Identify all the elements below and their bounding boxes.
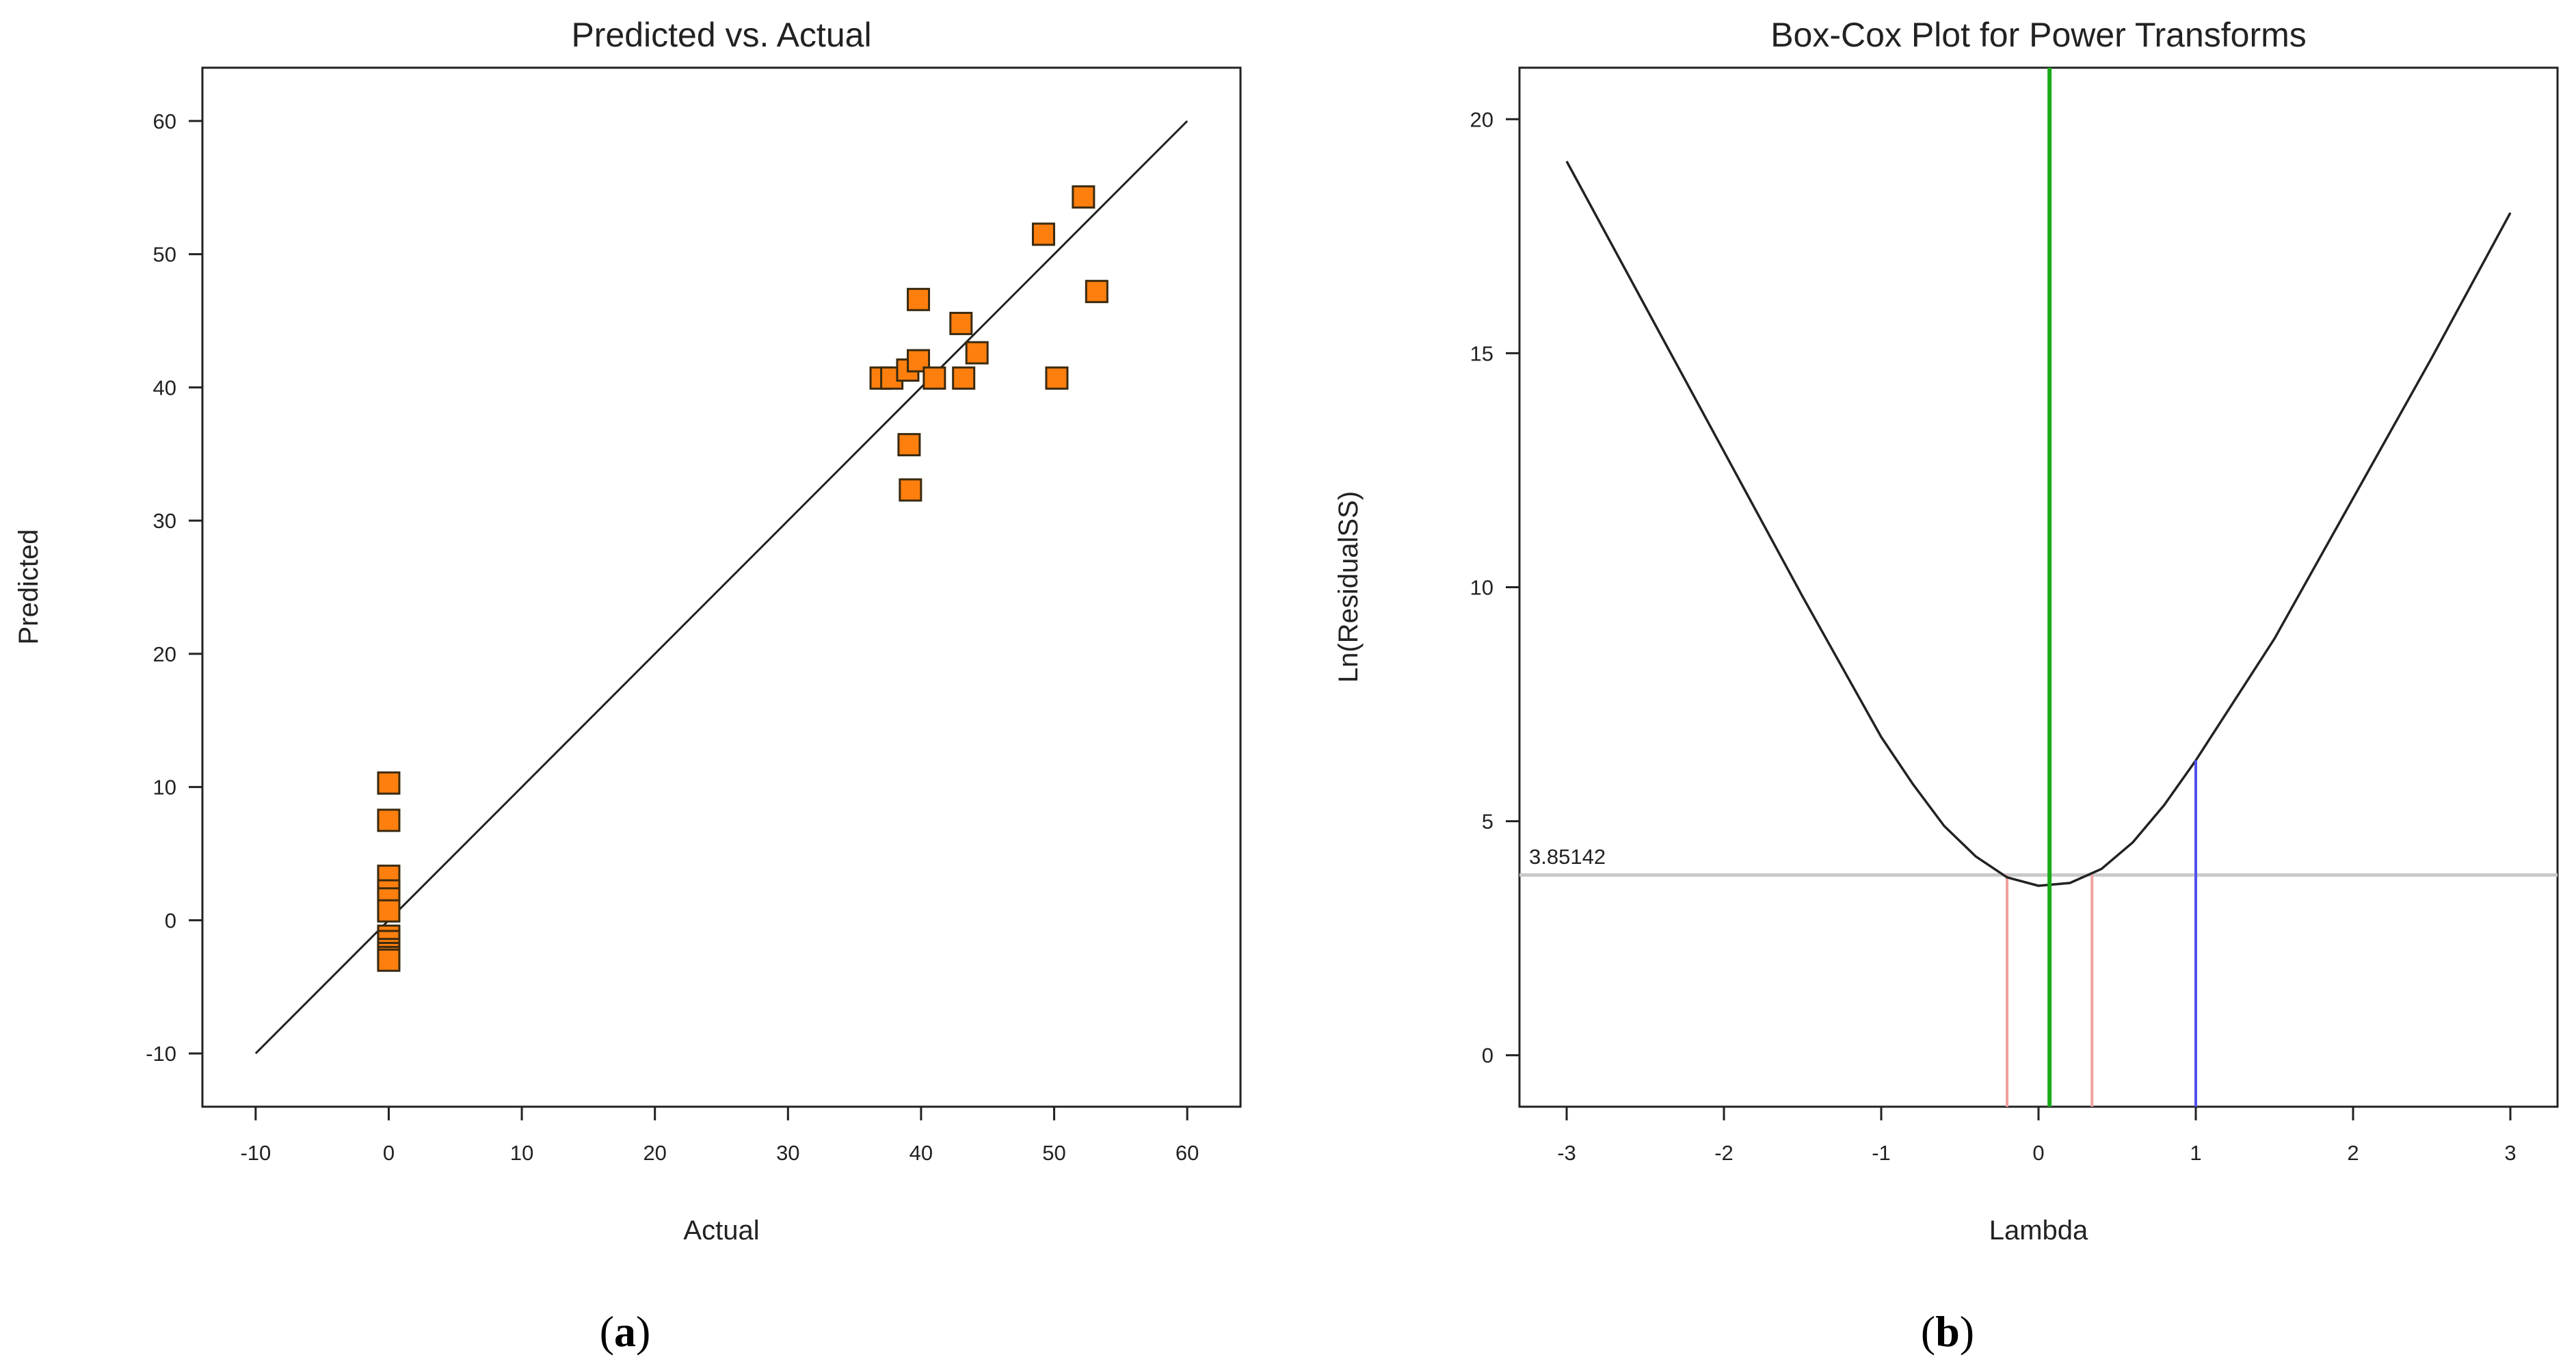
caption-paren: ) <box>1960 1307 1974 1356</box>
x-tick-label: -10 <box>240 1141 271 1165</box>
ylabel-b: Ln(ResidualSS) <box>1333 491 1364 683</box>
x-tick-label: -2 <box>1714 1141 1734 1165</box>
y-tick-label: 20 <box>153 642 176 666</box>
data-point <box>1072 185 1096 209</box>
y-tick-label: 10 <box>153 776 176 800</box>
y-tick-label: 60 <box>153 109 176 133</box>
panel-a: Predicted vs. Actual -10 0 10 20 30 40 50 60-10… <box>14 16 1242 1356</box>
data-point <box>949 311 973 335</box>
data-point <box>907 287 931 311</box>
data-point <box>377 948 401 972</box>
diagonal-line <box>254 120 1189 1055</box>
x-tick-label: 10 <box>510 1141 533 1165</box>
data-point <box>922 366 946 390</box>
title-a: Predicted vs. Actual <box>571 16 871 54</box>
x-tick-label: 2 <box>2347 1141 2359 1165</box>
plot-frame-b <box>1518 66 2559 1108</box>
caption-letter: a <box>614 1307 636 1356</box>
y-tick-label: 40 <box>153 376 176 399</box>
data-points-a <box>377 185 1108 972</box>
data-point <box>377 771 401 795</box>
y-tick-label: 5 <box>1482 810 1493 834</box>
caption-paren: ( <box>600 1307 614 1356</box>
data-point <box>1031 222 1055 246</box>
x-tick-label: 50 <box>1042 1141 1065 1165</box>
threshold-label: 3.85142 <box>1529 845 1606 869</box>
y-tick-label: 10 <box>1470 576 1493 600</box>
data-point <box>965 341 989 365</box>
caption-letter: b <box>1935 1307 1960 1356</box>
caption-b: (b) <box>1921 1307 1974 1356</box>
x-tick-label: -1 <box>1872 1141 1891 1165</box>
data-point <box>899 478 922 502</box>
plot-marks-b: 3.85142 <box>1519 68 2558 1107</box>
box-cox-curve <box>1565 160 2512 887</box>
x-tick-label: -3 <box>1557 1141 1576 1165</box>
y-tick-label: -10 <box>146 1042 176 1066</box>
data-point <box>1045 366 1069 390</box>
y-tick-label: 50 <box>153 243 176 267</box>
data-point <box>377 899 401 923</box>
x-tick-label: 3 <box>2504 1141 2516 1165</box>
panel-b: Box-Cox Plot for Power Transforms -3 -2 -1… <box>1333 16 2559 1356</box>
xlabel-b: Lambda <box>1989 1215 2088 1246</box>
title-b: Box-Cox Plot for Power Transforms <box>1770 16 2307 54</box>
caption-paren: ) <box>636 1307 650 1356</box>
plot-frame-a <box>201 66 1242 1108</box>
ylabel-a: Predicted <box>14 529 44 645</box>
x-tick-label: 0 <box>2032 1141 2044 1165</box>
data-point <box>897 433 921 457</box>
x-tick-label: 0 <box>383 1141 395 1165</box>
x-tick-label: 60 <box>1176 1141 1199 1165</box>
x-tick-label: 40 <box>909 1141 933 1165</box>
y-tick-label: 0 <box>1482 1044 1493 1068</box>
reference-line-a <box>254 120 1189 1055</box>
data-point <box>1085 280 1108 304</box>
x-tick-label: 20 <box>643 1141 666 1165</box>
data-point <box>952 366 976 390</box>
y-tick-label: 0 <box>165 908 176 932</box>
caption-a: (a) <box>600 1307 651 1356</box>
xlabel-a: Actual <box>683 1215 759 1246</box>
axes-b: -3 -2 -1 0 1 2 3 0 5 10 15 20 <box>1470 107 2517 1165</box>
y-tick-label: 20 <box>1470 107 1493 131</box>
caption-paren: ( <box>1921 1307 1935 1356</box>
y-tick-label: 15 <box>1470 341 1493 365</box>
x-tick-label: 1 <box>2190 1141 2201 1165</box>
axes-a: -10 0 10 20 30 40 50 60 -10 0 10 20 30 40 50 60 <box>146 109 1199 1165</box>
data-point <box>907 349 931 373</box>
data-point <box>377 808 401 832</box>
x-tick-label: 30 <box>776 1141 799 1165</box>
y-tick-label: 30 <box>153 509 176 533</box>
